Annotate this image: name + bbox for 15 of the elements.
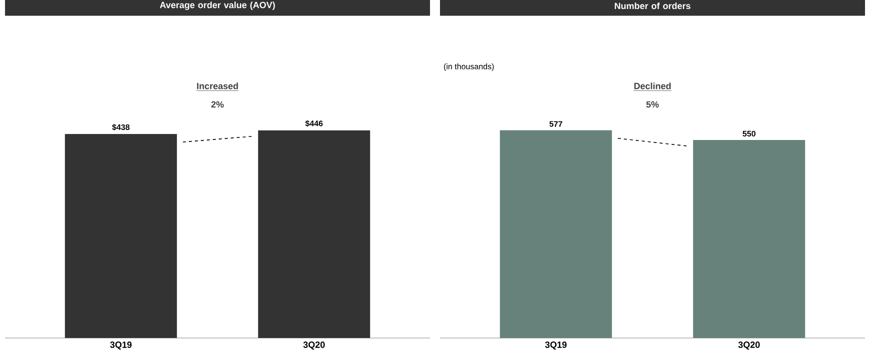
chart-title: Number of orders bbox=[614, 2, 690, 10]
data-label: 550 bbox=[742, 130, 756, 136]
x-tick-label: 3Q19 bbox=[545, 342, 567, 350]
chart-title: Average order value (AOV) bbox=[160, 2, 275, 10]
x-tick-label: 3Q20 bbox=[738, 342, 760, 350]
chart-subtitle: (in thousands) bbox=[444, 63, 494, 71]
text: Increased bbox=[197, 82, 238, 90]
text: 2% bbox=[211, 101, 224, 108]
data-label: $438 bbox=[112, 124, 130, 131]
data-label: 577 bbox=[549, 121, 562, 127]
text: Declined bbox=[634, 82, 671, 90]
data-label: $446 bbox=[305, 120, 323, 127]
text: 5% bbox=[646, 101, 659, 108]
x-tick-label: 3Q20 bbox=[303, 342, 325, 350]
x-tick-label: 3Q19 bbox=[110, 342, 132, 350]
